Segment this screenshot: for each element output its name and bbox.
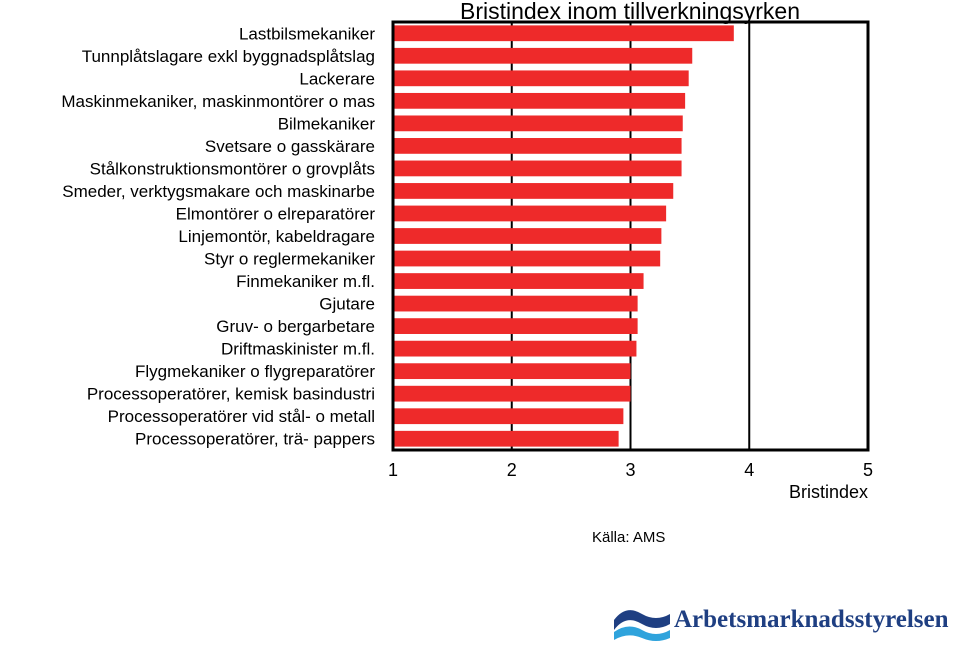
category-label: Processoperatörer, kemisk basindustri [87, 385, 375, 404]
bar [393, 430, 619, 447]
bar [393, 385, 631, 402]
plot-frame [391, 20, 870, 452]
x-tick-labels: 1 2 3 4 5 [388, 460, 873, 480]
x-tick-label: 1 [388, 460, 398, 480]
chart-title: Bristindex inom tillverkningsyrken [460, 0, 800, 24]
arbetsmarknadsstyrelsen-logo: Arbetsmarknadsstyrelsen [612, 602, 960, 642]
category-labels: Lastbilsmekaniker Tunnplåtslagare exkl by… [61, 24, 375, 448]
bar [393, 295, 638, 312]
bar [393, 205, 667, 222]
bar [393, 92, 686, 109]
bar [393, 318, 638, 334]
x-tick-label: 3 [625, 460, 635, 480]
category-label: Processoperatörer, trä- pappers [135, 430, 375, 449]
category-label: Finmekaniker m.fl. [236, 272, 375, 291]
category-label: Driftmaskinister m.fl. [221, 340, 375, 359]
bar [393, 363, 631, 380]
category-label: Processoperatörer vid stål- o metall [108, 407, 375, 426]
bar [393, 228, 662, 244]
category-label: Elmontörer o elreparatörer [176, 204, 376, 223]
bar [393, 250, 661, 267]
bar [393, 47, 693, 64]
category-label: Gruv- o bergarbetare [216, 317, 375, 336]
bar [393, 340, 637, 357]
x-axis-title: Bristindex [789, 482, 868, 502]
category-label: Maskinmekaniker, maskinmontörer o mas [61, 92, 375, 111]
bar [393, 115, 683, 132]
logo-text: Arbetsmarknadsstyrelsen [674, 606, 949, 633]
x-tick-label: 4 [744, 460, 754, 480]
category-label: Lastbilsmekaniker [239, 24, 375, 43]
x-tick-label: 5 [863, 460, 873, 480]
category-label: Gjutare [319, 295, 375, 314]
logo-wave-icon [614, 610, 670, 641]
category-label: Stålkonstruktionsmontörer o grovplåts [90, 159, 375, 178]
category-label: Smeder, verktygsmakare och maskinarbe [62, 182, 375, 201]
x-tick-label: 2 [507, 460, 517, 480]
category-label: Tunnplåtslagare exkl byggnadsplåtslag [82, 47, 375, 66]
category-label: Styr o reglermekaniker [204, 250, 375, 269]
bar [393, 273, 644, 289]
bar [393, 160, 682, 177]
category-label: Svetsare o gasskärare [205, 137, 375, 156]
bar [393, 138, 682, 154]
bars [393, 25, 734, 447]
category-label: Bilmekaniker [278, 114, 376, 133]
source-note: Källa: AMS [592, 529, 666, 546]
bar [393, 70, 689, 87]
bar [393, 408, 624, 425]
category-label: Linjemontör, kabeldragare [178, 227, 375, 246]
category-label: Lackerare [299, 69, 375, 88]
bar [393, 183, 674, 199]
category-label: Flygmekaniker o flygreparatörer [135, 362, 375, 381]
bar [393, 25, 734, 42]
